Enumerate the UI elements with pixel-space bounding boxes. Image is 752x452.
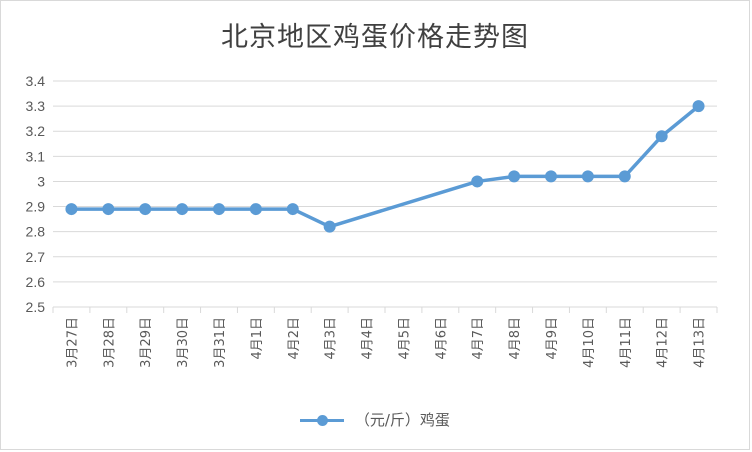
data-point [323,220,336,233]
legend: （元/斤）鸡蛋 [1,409,749,430]
data-point [213,203,225,216]
x-tick-label: 4月9日 [545,317,560,360]
y-tick-label: 2.6 [26,274,46,290]
x-tick-label: 4月2日 [287,317,302,360]
y-tick-label: 2.5 [26,299,46,315]
data-point [286,203,299,216]
y-tick-label: 3.4 [26,73,46,89]
x-tick-label: 4月4日 [361,317,376,360]
x-tick-label: 4月11日 [619,317,634,368]
x-tick-label: 4月13日 [693,317,708,368]
x-tick-label: 3月28日 [102,317,117,368]
x-tick-label: 3月27日 [65,317,80,368]
data-point [176,203,189,216]
x-tick-label: 4月12日 [656,317,671,368]
data-point [581,170,594,183]
y-tick-label: 3 [37,173,45,189]
data-point [508,170,521,183]
y-tick-label: 3.1 [26,148,46,164]
x-tick-label: 3月31日 [213,317,228,368]
data-point [139,203,152,216]
data-point [65,203,78,216]
chart-title: 北京地区鸡蛋价格走势图 [221,22,529,53]
data-point [545,170,557,183]
x-tick-label: 3月29日 [139,317,154,368]
data-point [471,175,484,188]
y-tick-label: 3.2 [26,123,46,139]
legend-label: （元/斤）鸡蛋 [354,411,450,429]
y-tick-label: 3.3 [26,98,46,114]
data-point [249,203,262,216]
x-tick-label: 4月7日 [471,317,486,360]
x-tick-label: 4月1日 [250,317,265,360]
y-tick-label: 2.9 [26,199,46,215]
y-tick-label: 2.7 [26,249,46,265]
x-tick-label: 4月10日 [582,317,597,368]
data-point [655,130,668,143]
data-point [618,170,631,183]
x-tick-label: 4月8日 [508,317,523,360]
series-line [69,104,701,229]
data-point [692,100,705,113]
x-tick-label: 4月3日 [324,317,339,360]
x-tick-label: 4月5日 [397,317,412,360]
y-tick-label: 2.8 [26,224,46,240]
data-point [102,203,115,216]
x-tick-label: 3月30日 [176,317,191,368]
x-tick-label: 4月6日 [434,317,449,360]
legend-marker [300,413,345,427]
